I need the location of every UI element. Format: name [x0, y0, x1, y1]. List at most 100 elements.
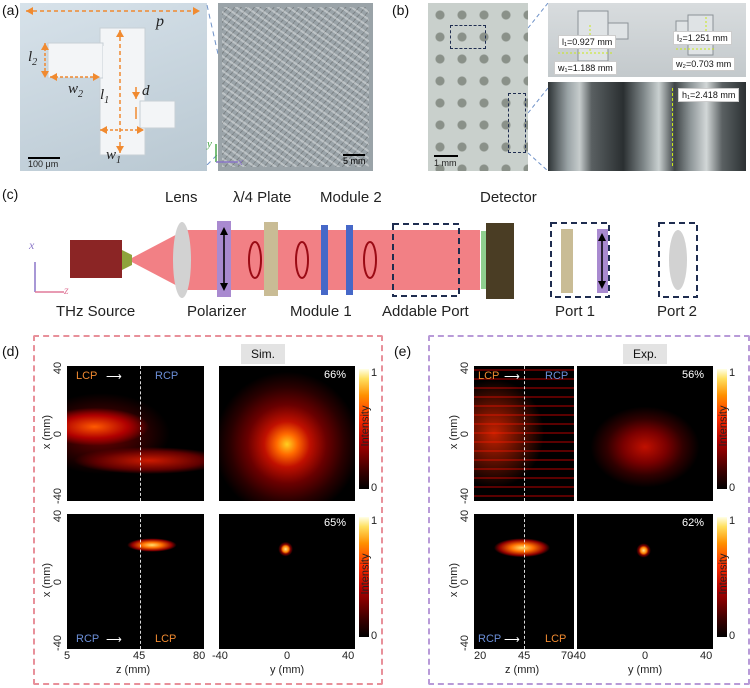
cbar-e-top-label: Intensity: [717, 405, 730, 447]
scale-label-b: 1 mm: [434, 158, 457, 168]
label-p: p: [156, 13, 164, 30]
d-xtick-m40: -40: [212, 650, 228, 662]
panel-label-e: (e): [394, 343, 412, 359]
e-xtick-40: 40: [700, 650, 713, 662]
scale-label-left: 100 μm: [28, 159, 59, 169]
e-ytick-top-40: 40: [459, 361, 472, 375]
d-xtick-5: 5: [64, 650, 71, 662]
label-detector: Detector: [480, 189, 537, 206]
d-xlabel-right: y (mm): [270, 664, 305, 676]
d-ylabel-bot: x (mm): [41, 562, 54, 598]
e-ytick-bot-40: 40: [459, 509, 472, 523]
panel-label-b: (b): [392, 2, 410, 18]
setup-diagram: [34, 221, 698, 299]
unit-cell-image: p l2 w2 l1 d w1 100 μm: [20, 3, 207, 171]
e-bot-arrow: ⟶: [504, 634, 520, 646]
e-ylabel-bot: x (mm): [448, 562, 461, 598]
exp-tag: Exp.: [623, 344, 668, 364]
panel-label-c: (c): [2, 186, 19, 202]
panel-label-a: (a): [2, 2, 20, 18]
label-w2: w2: [68, 81, 84, 100]
axis-z-label-c: z: [64, 283, 69, 297]
zoom-top-view: l₁=0.927 mm w₁=1.188 mm l₂=1.251 mm w₂=0…: [548, 3, 746, 77]
d-ylabel-top: x (mm): [41, 414, 54, 450]
d-ytick-top-0: 0: [52, 430, 65, 438]
label-l2: l2: [28, 49, 38, 68]
cbar-e-bot-label: Intensity: [717, 553, 730, 595]
heatmap-d-top-right: [219, 366, 355, 501]
cbar-e-bot-max: 1: [729, 515, 736, 527]
e-top-lcp: LCP: [478, 370, 500, 382]
e-xtick-20: 20: [474, 650, 487, 662]
panel-d-box: [33, 335, 383, 685]
d-ytick-bot-0: 0: [52, 578, 65, 586]
e-xtick-45: 45: [518, 650, 531, 662]
axis-x-label-c: x: [29, 238, 35, 252]
cbar-d-bot-label: Intensity: [359, 553, 372, 595]
d-ytick-bot-m40: -40: [51, 635, 64, 651]
d-xlabel-left: z (mm): [116, 664, 151, 676]
meas-l1: l₁=0.927 mm: [558, 35, 617, 49]
meas-w1: w₁=1.188 mm: [554, 61, 617, 75]
e-ytick-bot-0: 0: [459, 578, 472, 586]
d-top-rcp: RCP: [155, 370, 179, 382]
heatmap-e-top-left: [474, 366, 574, 501]
label-l1: l1: [100, 87, 110, 106]
e-bot-lcp: LCP: [545, 633, 567, 645]
d-xtick-0: 0: [284, 650, 291, 662]
e-top-arrow: ⟶: [504, 371, 520, 383]
label-port2: Port 2: [657, 303, 698, 320]
heatmap-d-top-left: [67, 366, 204, 501]
label-source: THz Source: [56, 303, 136, 320]
unit-cell-diagram: [26, 7, 200, 159]
cbar-d-top: [359, 369, 369, 489]
sample-photo: 1 mm: [428, 3, 528, 171]
d-xtick-80: 80: [193, 650, 206, 662]
meas-h1: h₁=2.418 mm: [678, 88, 740, 102]
d-xtick-45: 45: [133, 650, 146, 662]
scale-bar-right: [343, 154, 365, 156]
d-ytick-top-40: 40: [52, 361, 65, 375]
heatmap-e-bot-right: [577, 514, 713, 649]
label-addable: Addable Port: [382, 303, 469, 320]
axis-x-label-a: x: [238, 156, 243, 168]
panel-e-box: [428, 335, 750, 685]
axis-y-label-a: y: [207, 138, 212, 150]
panel-label-d: (d): [2, 343, 20, 359]
meas-w2: w₂=0.703 mm: [672, 57, 736, 71]
cbar-e-bot: [717, 517, 727, 637]
meas-l2: l₂=1.251 mm: [673, 31, 732, 45]
cbar-e-top-max: 1: [729, 367, 736, 379]
cbar-d-bot: [359, 517, 369, 637]
cbar-e-bot-min: 0: [729, 630, 736, 642]
e-xtick-m40: -40: [570, 650, 586, 662]
label-polarizer: Polarizer: [187, 303, 247, 320]
sim-tag: Sim.: [241, 344, 285, 364]
heatmap-d-bot-left: [67, 514, 204, 649]
heatmap-e-top-right: [577, 366, 713, 501]
zoom-lines-b: [528, 3, 548, 171]
cbar-d-top-label: Intensity: [359, 405, 372, 447]
cbar-d-top-max: 1: [371, 367, 378, 379]
e-bot-pct: 62%: [682, 517, 705, 529]
heatmap-e-bot-left: [474, 514, 574, 649]
e-top-rcp: RCP: [545, 370, 569, 382]
e-ytick-top-0: 0: [459, 430, 472, 438]
e-ylabel-top: x (mm): [448, 414, 461, 450]
label-plate: λ/4 Plate: [233, 189, 292, 206]
cbar-e-top: [717, 369, 727, 489]
e-xlabel-left: z (mm): [505, 664, 540, 676]
cbar-e-top-min: 0: [729, 482, 736, 494]
cbar-d-bot-max: 1: [371, 515, 378, 527]
heatmap-d-bot-right: [219, 514, 355, 649]
cbar-d-bot-min: 0: [371, 630, 378, 642]
d-xtick-40: 40: [342, 650, 355, 662]
metasurface-image: 5 mm: [218, 3, 373, 171]
e-xtick-70: 70: [561, 650, 574, 662]
d-ytick-top-m40: -40: [51, 488, 64, 504]
label-module1: Module 1: [290, 303, 352, 320]
label-module2: Module 2: [320, 189, 382, 206]
d-bot-pct: 65%: [324, 517, 347, 529]
label-d: d: [142, 83, 150, 99]
e-ytick-top-m40: -40: [458, 488, 471, 504]
